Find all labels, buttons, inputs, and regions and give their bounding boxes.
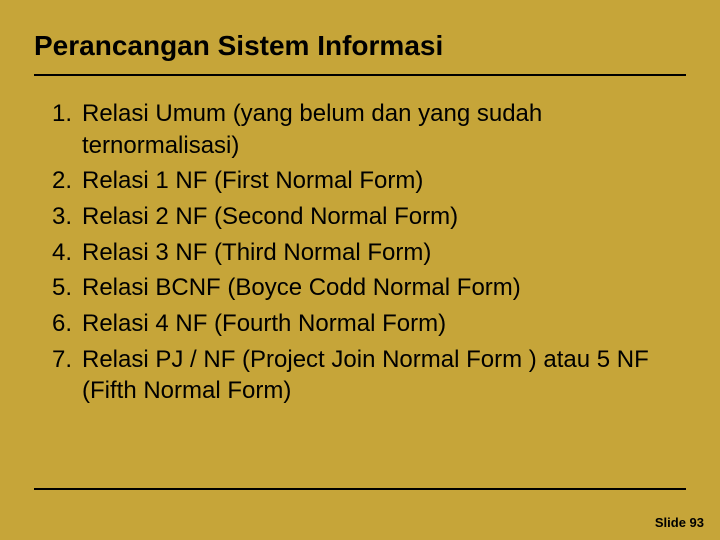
list-item: 4. Relasi 3 NF (Third Normal Form) [42,237,686,269]
list-number: 2. [42,165,82,197]
list-text: Relasi 3 NF (Third Normal Form) [82,237,686,269]
slide-title: Perancangan Sistem Informasi [34,30,686,62]
list-text: Relasi PJ / NF (Project Join Normal Form… [82,344,686,407]
list-item: 6. Relasi 4 NF (Fourth Normal Form) [42,308,686,340]
list-number: 6. [42,308,82,340]
slide: Perancangan Sistem Informasi 1. Relasi U… [0,0,720,540]
list-item: 3. Relasi 2 NF (Second Normal Form) [42,201,686,233]
list-number: 3. [42,201,82,233]
list-text: Relasi 4 NF (Fourth Normal Form) [82,308,686,340]
list-number: 7. [42,344,82,376]
list-number: 1. [42,98,82,130]
bottom-rule [34,488,686,490]
list-text: Relasi 1 NF (First Normal Form) [82,165,686,197]
list-text: Relasi BCNF (Boyce Codd Normal Form) [82,272,686,304]
list-item: 7. Relasi PJ / NF (Project Join Normal F… [42,344,686,407]
list-item: 5. Relasi BCNF (Boyce Codd Normal Form) [42,272,686,304]
list-number: 4. [42,237,82,269]
list-item: 1. Relasi Umum (yang belum dan yang suda… [42,98,686,161]
slide-body: 1. Relasi Umum (yang belum dan yang suda… [34,76,686,407]
list-text: Relasi Umum (yang belum dan yang sudah t… [82,98,686,161]
slide-number: Slide 93 [655,515,704,530]
list-number: 5. [42,272,82,304]
list-item: 2. Relasi 1 NF (First Normal Form) [42,165,686,197]
numbered-list: 1. Relasi Umum (yang belum dan yang suda… [42,98,686,407]
list-text: Relasi 2 NF (Second Normal Form) [82,201,686,233]
